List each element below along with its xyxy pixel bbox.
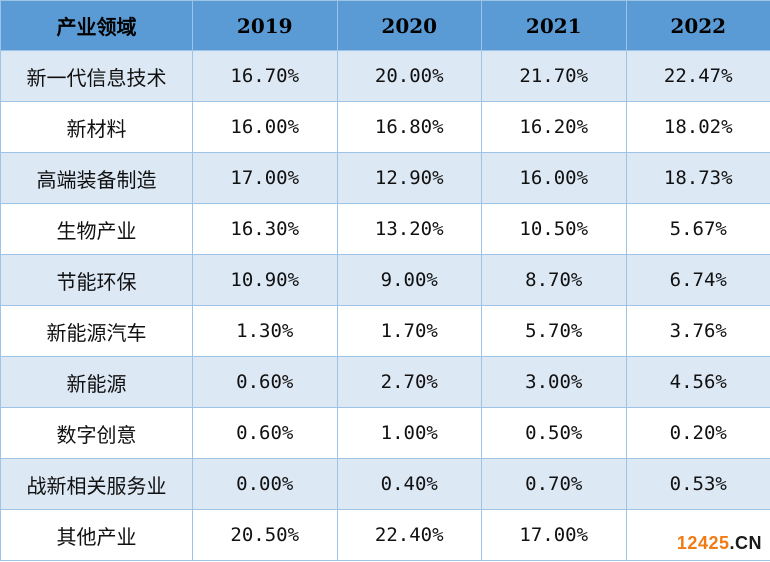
cell-value: 16.00%	[192, 101, 338, 153]
cell-value: 1.00%	[336, 407, 482, 459]
table-row: 新一代信息技术 16.70% 20.00% 21.70% 22.47%	[0, 50, 770, 102]
cell-value: 3.76%	[625, 305, 770, 357]
table-row: 新材料 16.00% 16.80% 16.20% 18.02%	[0, 101, 770, 153]
cell-value: 10.50%	[481, 203, 627, 255]
cell-value: 20.00%	[336, 50, 482, 102]
table-row: 其他产业 20.50% 22.40% 17.00%	[0, 509, 770, 561]
cell-value: 0.53%	[625, 458, 770, 510]
cell-value	[625, 509, 770, 561]
cell-value: 22.47%	[625, 50, 770, 102]
cell-value: 17.00%	[481, 509, 627, 561]
table-row: 新能源 0.60% 2.70% 3.00% 4.56%	[0, 356, 770, 408]
row-label: 其他产业	[0, 509, 193, 561]
cell-value: 16.30%	[192, 203, 338, 255]
cell-value: 5.67%	[625, 203, 770, 255]
header-industry: 产业领域	[0, 0, 193, 51]
row-label: 新一代信息技术	[0, 50, 193, 102]
cell-value: 21.70%	[481, 50, 627, 102]
site-watermark-logo: 12425.CN	[677, 533, 762, 554]
header-2019: 2019	[192, 0, 338, 51]
cell-value: 20.50%	[192, 509, 338, 561]
cell-value: 18.02%	[625, 101, 770, 153]
table-row: 生物产业 16.30% 13.20% 10.50% 5.67%	[0, 203, 770, 255]
cell-value: 1.30%	[192, 305, 338, 357]
table-row: 节能环保 10.90% 9.00% 8.70% 6.74%	[0, 254, 770, 306]
header-2021: 2021	[481, 0, 627, 51]
cell-value: 18.73%	[625, 152, 770, 204]
table-row: 数字创意 0.60% 1.00% 0.50% 0.20%	[0, 407, 770, 459]
row-label: 新能源汽车	[0, 305, 193, 357]
cell-value: 0.50%	[481, 407, 627, 459]
table-header-row: 产业领域 2019 2020 2021 2022	[0, 0, 770, 51]
row-label: 新材料	[0, 101, 193, 153]
cell-value: 4.56%	[625, 356, 770, 408]
row-label: 战新相关服务业	[0, 458, 193, 510]
header-2022: 2022	[625, 0, 770, 51]
cell-value: 1.70%	[336, 305, 482, 357]
cell-value: 22.40%	[336, 509, 482, 561]
cell-value: 3.00%	[481, 356, 627, 408]
cell-value: 16.20%	[481, 101, 627, 153]
cell-value: 0.60%	[192, 356, 338, 408]
cell-value: 8.70%	[481, 254, 627, 306]
cell-value: 0.60%	[192, 407, 338, 459]
cell-value: 12.90%	[336, 152, 482, 204]
cell-value: 16.80%	[336, 101, 482, 153]
row-label: 节能环保	[0, 254, 193, 306]
cell-value: 0.40%	[336, 458, 482, 510]
row-label: 生物产业	[0, 203, 193, 255]
table-row: 战新相关服务业 0.00% 0.40% 0.70% 0.53%	[0, 458, 770, 510]
cell-value: 0.20%	[625, 407, 770, 459]
watermark-suffix: CN	[735, 533, 762, 553]
watermark-dot: .	[729, 533, 735, 553]
cell-value: 2.70%	[336, 356, 482, 408]
cell-value: 0.70%	[481, 458, 627, 510]
row-label: 高端装备制造	[0, 152, 193, 204]
cell-value: 16.70%	[192, 50, 338, 102]
table-row: 高端装备制造 17.00% 12.90% 16.00% 18.73%	[0, 152, 770, 204]
cell-value: 5.70%	[481, 305, 627, 357]
cell-value: 9.00%	[336, 254, 482, 306]
cell-value: 17.00%	[192, 152, 338, 204]
header-2020: 2020	[336, 0, 482, 51]
cell-value: 13.20%	[336, 203, 482, 255]
row-label: 新能源	[0, 356, 193, 408]
watermark-number: 12425	[676, 533, 730, 553]
cell-value: 10.90%	[192, 254, 338, 306]
cell-value: 16.00%	[481, 152, 627, 204]
cell-value: 0.00%	[192, 458, 338, 510]
row-label: 数字创意	[0, 407, 193, 459]
table-row: 新能源汽车 1.30% 1.70% 5.70% 3.76%	[0, 305, 770, 357]
cell-value: 6.74%	[625, 254, 770, 306]
